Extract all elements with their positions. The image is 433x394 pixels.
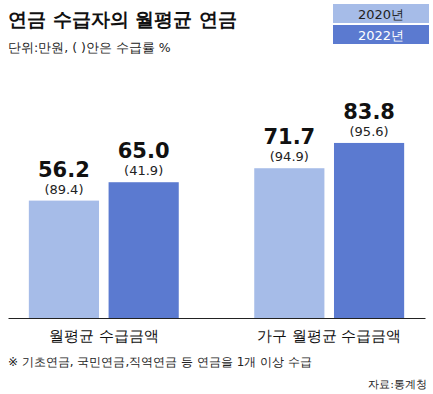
bar bbox=[254, 168, 324, 318]
data-labels: 56.2(89.4) 71.7(94.9) 65.0(41.9) 83.8(95.6) bbox=[38, 100, 395, 197]
data-label: 56.2 bbox=[38, 158, 90, 182]
legend-swatch bbox=[333, 25, 429, 44]
bar bbox=[334, 143, 404, 318]
data-label: 71.7 bbox=[263, 125, 315, 149]
legend-swatch bbox=[333, 4, 429, 23]
bars bbox=[29, 143, 404, 318]
x-tick-label: 월평균 수급금액 bbox=[49, 327, 159, 345]
source: 자료:통계청 bbox=[368, 378, 427, 391]
chart: 연금 수급자의 월평균 연금단위:만원, ( )안은 수급률 %2020년202… bbox=[0, 0, 433, 394]
bar bbox=[29, 201, 99, 318]
x-tick: 월평균 수급금액 bbox=[49, 327, 159, 345]
x-axis: 월평균 수급금액 가구 월평균 수급금액 bbox=[9, 319, 426, 345]
legend-item: 2020년 bbox=[333, 4, 429, 23]
legend-label: 2022년 bbox=[358, 28, 404, 43]
title: 연금 수급자의 월평균 연금 bbox=[8, 8, 237, 30]
legend-label: 2020년 bbox=[358, 7, 404, 22]
data-label: 65.0 bbox=[118, 139, 170, 163]
baseline bbox=[9, 318, 426, 319]
x-tick-label: 가구 월평균 수급금액 bbox=[257, 327, 402, 345]
rate-label: (94.9) bbox=[270, 149, 309, 164]
rate-label: (41.9) bbox=[124, 163, 163, 178]
data-label: 83.8 bbox=[343, 100, 395, 124]
legend: 2020년 2022년 bbox=[333, 4, 429, 44]
legend-item: 2022년 bbox=[333, 25, 429, 44]
bar bbox=[109, 182, 179, 318]
note: ※ 기초연금, 국민연금,직역연금 등 연금을 1개 이상 수급 bbox=[8, 355, 312, 369]
subtitle: 단위:만원, ( )안은 수급률 % bbox=[8, 40, 171, 55]
rate-label: (95.6) bbox=[350, 124, 389, 139]
x-tick: 가구 월평균 수급금액 bbox=[257, 327, 402, 345]
rate-label: (89.4) bbox=[44, 182, 83, 197]
